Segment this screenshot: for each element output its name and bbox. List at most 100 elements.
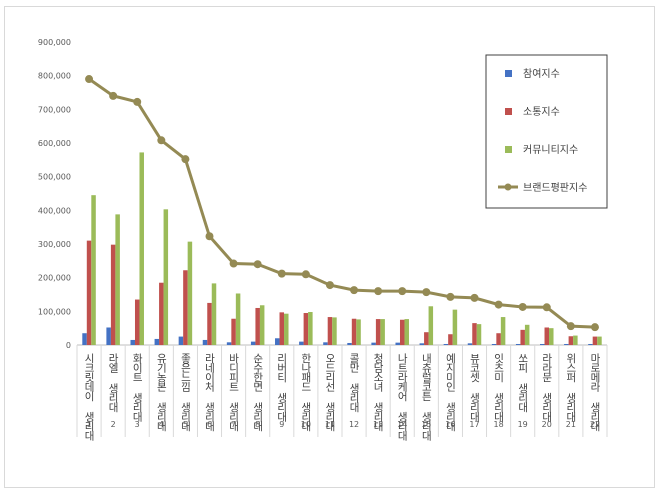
- y-tick-label: 800,000: [38, 72, 71, 81]
- bar-참여지수: [588, 343, 593, 345]
- point-브랜드평판지수: [301, 270, 310, 279]
- category-label: 위스퍼 생리대: [565, 352, 577, 423]
- category-index: 5: [183, 420, 188, 429]
- bar-소통지수: [448, 334, 453, 345]
- category-index: 12: [349, 420, 359, 429]
- point-브랜드평판지수: [566, 322, 575, 331]
- y-tick-label: 700,000: [38, 105, 71, 114]
- point-브랜드평판지수: [229, 259, 238, 268]
- bar-참여지수: [130, 339, 135, 345]
- bar-소통지수: [544, 327, 550, 345]
- bar-소통지수: [110, 244, 116, 345]
- category-index: 20: [542, 420, 552, 429]
- bar-커뮤니티지수: [452, 309, 458, 345]
- category-label: 나트라케어 생리대: [396, 353, 408, 442]
- bar-참여지수: [323, 342, 328, 345]
- point-브랜드평판지수: [542, 303, 551, 312]
- bar-소통지수: [592, 336, 598, 345]
- y-tick-label: 900,000: [38, 38, 71, 47]
- bar-커뮤니티지수: [500, 317, 506, 345]
- category-label: 유기농본 생리대: [155, 353, 167, 432]
- point-브랜드평판지수: [518, 302, 527, 311]
- bar-소통지수: [520, 329, 525, 345]
- line-group: [85, 75, 599, 332]
- point-브랜드평판지수: [398, 287, 407, 296]
- point-브랜드평판지수: [325, 281, 334, 290]
- bar-참여지수: [154, 338, 160, 345]
- bar-소통지수: [183, 270, 188, 345]
- bar-소통지수: [279, 312, 285, 345]
- bar-커뮤니티지수: [573, 335, 578, 345]
- category-label: 시크릿데이 생리대: [83, 353, 95, 442]
- category-label: 콜만 생리대: [348, 353, 360, 413]
- bar-소통지수: [159, 282, 164, 345]
- bar-소통지수: [351, 318, 357, 345]
- category-index: 19: [518, 420, 528, 429]
- bar-참여지수: [371, 342, 376, 345]
- legend-marker-브랜드평판지수: [504, 183, 512, 191]
- legend-swatch-참여지수: [505, 70, 512, 77]
- category-label: 라라문 생리대: [541, 353, 553, 423]
- point-브랜드평판지수: [446, 292, 455, 301]
- point-브랜드평판지수: [494, 300, 503, 309]
- category-index: 7: [231, 420, 236, 429]
- category-label: 한나패드 생리대: [300, 353, 312, 432]
- bar-커뮤니티지수: [115, 214, 120, 345]
- point-브랜드평판지수: [253, 260, 262, 269]
- bar-커뮤니티지수: [91, 195, 96, 345]
- chart-frame: 0 100,000 200,000 300,000 400,000 500,000 600,…: [4, 6, 655, 488]
- bar-커뮤니티지수: [284, 313, 289, 345]
- bar-커뮤니티지수: [524, 324, 530, 345]
- bars-group: [82, 152, 602, 345]
- category-label: 내츄럴코튼 생리대: [420, 353, 432, 442]
- legend-box: [485, 54, 608, 209]
- bar-참여지수: [106, 327, 111, 345]
- axes-group: 0 100,000 200,000 300,000 400,000 500,000 600,…: [38, 38, 608, 437]
- bar-참여지수: [515, 343, 521, 345]
- bar-커뮤니티지수: [187, 241, 193, 345]
- category-label: 뷰코셋 생리대: [469, 353, 481, 423]
- bar-소통지수: [375, 319, 381, 345]
- legend-label: 커뮤니티지수: [523, 144, 578, 156]
- category-label: 쏘피 생리대: [517, 353, 529, 413]
- bar-참여지수: [467, 343, 473, 345]
- category-index: 4: [159, 420, 164, 429]
- bar-커뮤니티지수: [163, 209, 169, 345]
- bar-소통지수: [134, 299, 140, 345]
- bar-참여지수: [443, 343, 449, 345]
- legend-swatch-커뮤니티지수: [505, 146, 512, 153]
- point-브랜드평판지수: [205, 232, 214, 241]
- point-브랜드평판지수: [85, 75, 94, 84]
- point-브랜드평판지수: [374, 287, 383, 296]
- bar-참여지수: [202, 339, 208, 345]
- bar-소통지수: [399, 319, 405, 345]
- point-브랜드평판지수: [181, 155, 190, 164]
- category-label: 순수한면 생리대: [252, 353, 264, 432]
- y-tick-label: 500,000: [38, 173, 71, 182]
- legend-label: 참여지수: [523, 68, 560, 80]
- bar-소통지수: [86, 240, 92, 345]
- legend-label: 소통지수: [523, 106, 560, 118]
- bar-커뮤니티지수: [259, 305, 265, 345]
- y-tick-label: 100,000: [38, 307, 71, 316]
- bar-커뮤니티지수: [235, 293, 241, 345]
- bar-커뮤니티지수: [476, 324, 482, 345]
- category-index: 16: [445, 420, 455, 429]
- bar-커뮤니티지수: [332, 317, 337, 345]
- category-index: 15: [421, 420, 431, 429]
- bar-참여지수: [564, 343, 569, 345]
- y-tick-label: 300,000: [38, 240, 71, 249]
- category-index: 6: [207, 420, 212, 429]
- bar-소통지수: [472, 323, 477, 345]
- bar-소통지수: [207, 302, 212, 345]
- bar-참여지수: [395, 342, 400, 345]
- category-index: 14: [397, 420, 407, 429]
- point-브랜드평판지수: [157, 136, 166, 145]
- y-tick-label: 400,000: [38, 206, 71, 215]
- point-브랜드평판지수: [422, 288, 431, 297]
- bar-커뮤니티지수: [597, 336, 602, 345]
- category-label: 라엘 생리대: [107, 353, 119, 413]
- category-label: 리버티 생리대: [276, 353, 288, 423]
